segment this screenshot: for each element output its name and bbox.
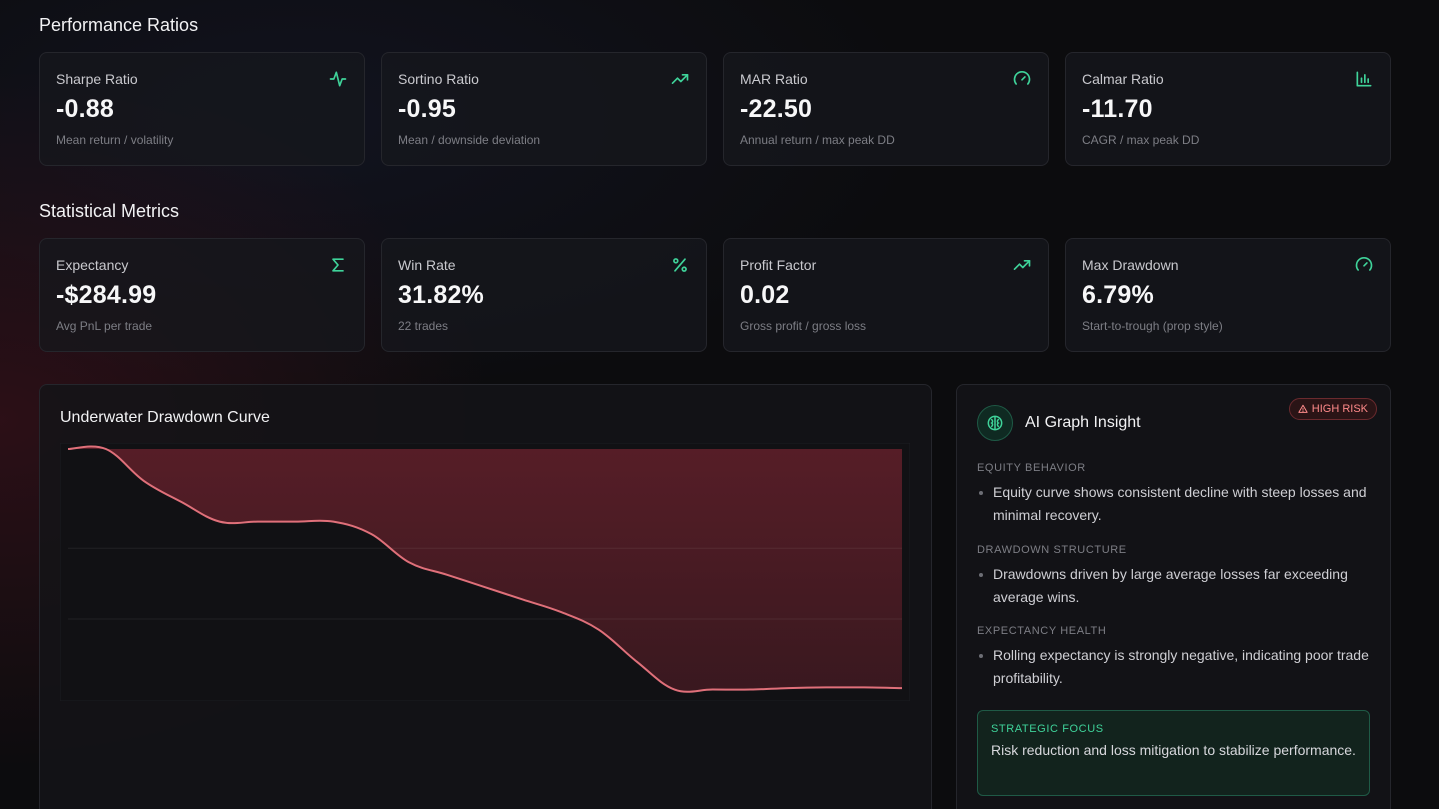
trending-up-icon [1012, 255, 1032, 275]
expectancy-card: Expectancy -$284.99 Avg PnL per trade [39, 238, 365, 352]
drawdown-chart-panel: Underwater Drawdown Curve [39, 384, 932, 809]
card-label: Profit Factor [740, 257, 817, 273]
warning-icon [1298, 404, 1308, 413]
card-subtitle: Mean / downside deviation [398, 133, 541, 147]
card-subtitle: Start-to-trough (prop style) [1082, 319, 1223, 333]
card-value: -0.88 [56, 95, 114, 123]
section-heading: EQUITY BEHAVIOR [977, 462, 1086, 474]
card-subtitle: Gross profit / gross loss [740, 319, 867, 333]
insight-header: AI Graph Insight [977, 405, 1141, 441]
strategic-focus-box: STRATEGIC FOCUS Risk reduction and loss … [977, 710, 1370, 796]
bullet-dot [979, 654, 983, 658]
bullet-text: Rolling expectancy is strongly negative,… [993, 647, 1369, 686]
trending-up-icon [670, 69, 690, 89]
focus-label: STRATEGIC FOCUS [991, 723, 1104, 735]
sigma-icon [328, 255, 348, 275]
gauge-icon [1012, 69, 1032, 89]
card-value: 0.02 [740, 281, 790, 309]
badge-label: HIGH RISK [1311, 403, 1368, 415]
card-value: -0.95 [398, 95, 456, 123]
brain-icon [977, 405, 1013, 441]
card-label: Sharpe Ratio [56, 71, 138, 87]
performance-ratios-grid: Sharpe Ratio -0.88 Mean return / volatil… [39, 52, 1391, 166]
chart-area [59, 442, 911, 702]
bullet-dot [979, 491, 983, 495]
card-subtitle: Avg PnL per trade [56, 319, 153, 333]
insight-bullet: Equity curve shows consistent decline wi… [977, 481, 1372, 527]
card-value: 6.79% [1082, 281, 1154, 309]
bullet-text: Equity curve shows consistent decline wi… [993, 484, 1367, 523]
max-drawdown-card: Max Drawdown 6.79% Start-to-trough (prop… [1065, 238, 1391, 352]
insight-bullet: Rolling expectancy is strongly negative,… [977, 644, 1372, 690]
card-subtitle: Annual return / max peak DD [740, 133, 895, 147]
section-heading: EXPECTANCY HEALTH [977, 625, 1107, 637]
statistical-metrics-title: Statistical Metrics [39, 201, 180, 221]
focus-text: Risk reduction and loss mitigation to st… [991, 742, 1356, 758]
card-subtitle: Mean return / volatility [56, 133, 174, 147]
activity-icon [328, 69, 348, 89]
card-value: -11.70 [1082, 95, 1153, 123]
bullet-text: Drawdowns driven by large average losses… [993, 566, 1348, 605]
card-label: Sortino Ratio [398, 71, 479, 87]
card-subtitle: 22 trades [398, 319, 449, 333]
insight-title: AI Graph Insight [1025, 414, 1141, 431]
drawdown-chart [59, 442, 911, 702]
card-value: -$284.99 [56, 281, 157, 309]
gauge-icon [1354, 255, 1374, 275]
ai-insight-panel: AI Graph Insight HIGH RISK EQUITY BEHAVI… [956, 384, 1391, 809]
card-label: MAR Ratio [740, 71, 808, 87]
profit-factor-card: Profit Factor 0.02 Gross profit / gross … [723, 238, 1049, 352]
sortino-ratio-card: Sortino Ratio -0.95 Mean / downside devi… [381, 52, 707, 166]
win-rate-card: Win Rate 31.82% 22 trades [381, 238, 707, 352]
card-value: -22.50 [740, 95, 813, 123]
high-risk-badge: HIGH RISK [1288, 398, 1377, 420]
mar-ratio-card: MAR Ratio -22.50 Annual return / max pea… [723, 52, 1049, 166]
chart-title: Underwater Drawdown Curve [60, 409, 270, 426]
insight-bullet: Drawdowns driven by large average losses… [977, 563, 1372, 609]
card-value: 31.82% [398, 281, 484, 309]
bar-chart-icon [1354, 69, 1374, 89]
card-label: Calmar Ratio [1082, 71, 1164, 87]
card-label: Max Drawdown [1082, 257, 1179, 273]
card-subtitle: CAGR / max peak DD [1082, 133, 1200, 147]
sharpe-ratio-card: Sharpe Ratio -0.88 Mean return / volatil… [39, 52, 365, 166]
card-label: Win Rate [398, 257, 456, 273]
section-heading: DRAWDOWN STRUCTURE [977, 544, 1127, 556]
statistical-metrics-grid: Expectancy -$284.99 Avg PnL per trade Wi… [39, 238, 1391, 352]
drawdown-area [68, 446, 902, 692]
percent-icon [670, 255, 690, 275]
bullet-dot [979, 573, 983, 577]
drawdown-line [67, 445, 903, 693]
performance-ratios-title: Performance Ratios [39, 15, 199, 35]
card-label: Expectancy [56, 257, 129, 273]
calmar-ratio-card: Calmar Ratio -11.70 CAGR / max peak DD [1065, 52, 1391, 166]
